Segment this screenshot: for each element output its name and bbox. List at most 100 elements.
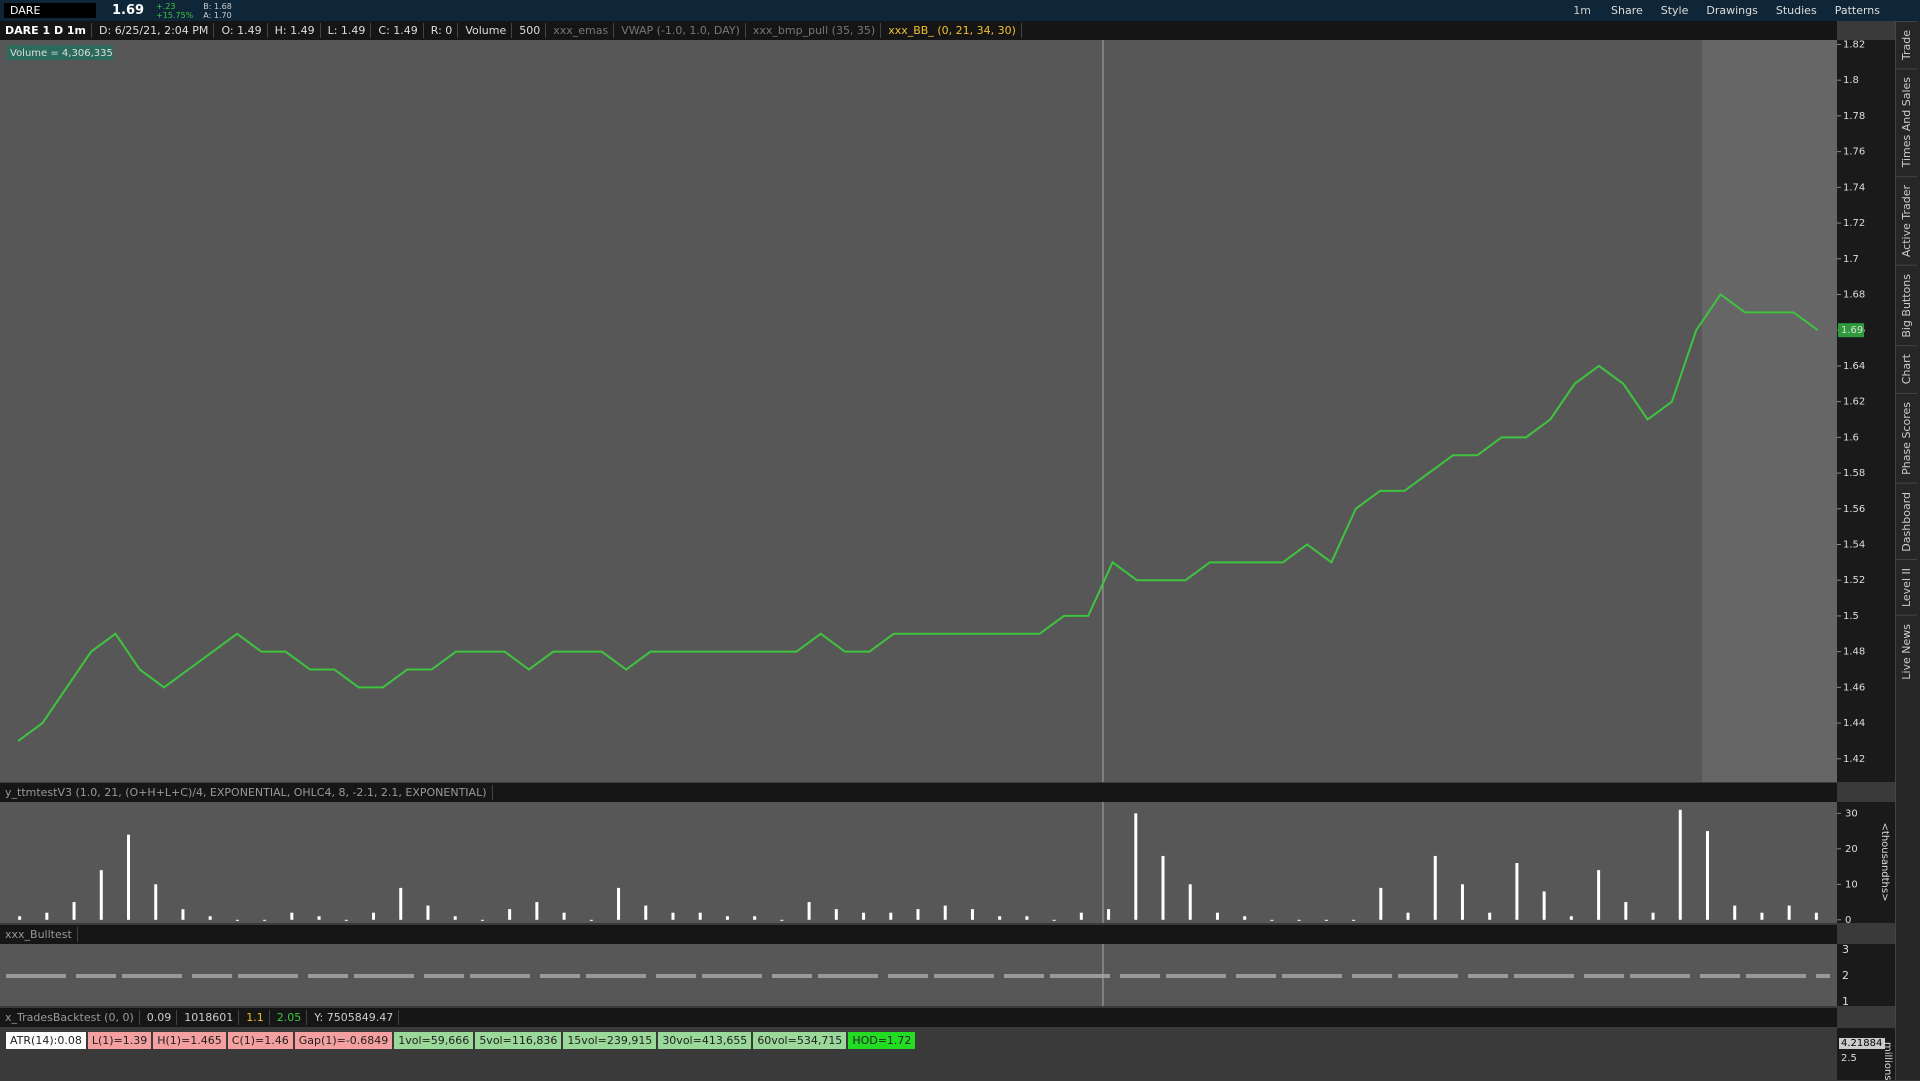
stat-label: ATR(14):0.08 xyxy=(6,1032,86,1049)
histogram-bar xyxy=(1297,919,1301,921)
toolbar-button[interactable]: Studies xyxy=(1775,4,1817,17)
y-tick-label: 1.46 xyxy=(1843,682,1865,693)
backtest-field: 0.09 xyxy=(142,1010,178,1025)
stat-label: C(1)=1.46 xyxy=(227,1032,293,1049)
stat-label: Gap(1)=-0.6849 xyxy=(294,1032,393,1049)
histogram-bar xyxy=(45,912,49,920)
ttm-header: y_ttmtestV3 (1.0, 21, (O+H+L+C)/4, EXPON… xyxy=(0,783,1837,802)
side-tab[interactable]: Dashboard xyxy=(1896,482,1917,560)
y-tick-label: 1.8 xyxy=(1843,75,1859,86)
y-tick-label: 1.44 xyxy=(1843,718,1865,729)
symbol-box[interactable]: DARE xyxy=(4,3,96,18)
histogram-bar xyxy=(1542,891,1546,920)
last-price: 1.69 xyxy=(112,3,145,18)
histogram-bar xyxy=(127,834,131,920)
side-tab[interactable]: Times And Sales xyxy=(1896,68,1917,176)
side-tab[interactable]: Big Buttons xyxy=(1896,264,1917,346)
plot-bg xyxy=(0,40,1837,782)
bulltest-header: xxx_Bulltest xyxy=(0,925,1837,944)
toolbar-button[interactable]: Style xyxy=(1660,4,1689,17)
bulltest-title: xxx_Bulltest xyxy=(0,927,78,942)
histogram-bar xyxy=(208,916,212,920)
side-tab[interactable]: Live News xyxy=(1896,615,1917,688)
header-field: L: 1.49 xyxy=(323,23,372,38)
histogram-bar xyxy=(508,909,512,920)
backtest-field: 1018601 xyxy=(179,1010,240,1025)
histogram-bar xyxy=(1733,905,1737,920)
histogram-bar xyxy=(1243,916,1247,920)
y-tick-label: 1.52 xyxy=(1843,575,1865,586)
side-tab[interactable]: Active Trader xyxy=(1896,175,1917,265)
histogram-bar xyxy=(1569,916,1573,920)
axis-bg xyxy=(1837,944,1895,1006)
histogram-bar xyxy=(589,919,593,921)
side-tab[interactable]: Chart xyxy=(1896,345,1917,393)
y-tick-label: 1.76 xyxy=(1843,147,1865,158)
histogram-bar xyxy=(617,887,621,920)
histogram-bar xyxy=(970,909,974,920)
last-price-bg xyxy=(1838,323,1864,338)
ttm-chart: <thousandths> 0 10 20 30 xyxy=(0,802,1895,923)
histogram-bar xyxy=(671,912,675,920)
toolbar-button[interactable]: Patterns xyxy=(1834,4,1880,17)
histogram-bar xyxy=(1515,863,1519,920)
histogram-bar xyxy=(1705,831,1709,920)
header-field: D: 6/25/21, 2:04 PM xyxy=(94,23,215,38)
histogram-bar xyxy=(1460,884,1464,920)
histogram-bar xyxy=(453,916,457,920)
toolbar-button[interactable]: Drawings xyxy=(1706,4,1758,17)
ttm-axis-label: <thousandths> xyxy=(1879,823,1890,902)
header-field: xxx_bmp_pull (35, 35) xyxy=(748,23,882,38)
stats-row: ATR(14):0.08 L(1)=1.39 H(1)=1.465 C(1)=1.46… xyxy=(6,1032,916,1049)
backtest-title: x_TradesBacktest (0, 0) xyxy=(0,1010,140,1025)
period[interactable]: 1m xyxy=(1573,4,1591,17)
y-tick-label: 1.54 xyxy=(1843,539,1865,550)
histogram-bar xyxy=(1107,909,1111,920)
y-tick-label: 30 xyxy=(1845,808,1858,819)
histogram-bar xyxy=(1052,919,1056,921)
stat-label: 5vol=116,836 xyxy=(475,1032,562,1049)
last-price-label: 1.69 xyxy=(1841,325,1863,336)
stat-label: L(1)=1.39 xyxy=(87,1032,152,1049)
stat-label: 30vol=413,655 xyxy=(658,1032,752,1049)
chart-header: DARE 1 D 1m D: 6/25/21, 2:04 PM O: 1.49 H:… xyxy=(0,21,1837,40)
histogram-bar xyxy=(263,919,267,921)
histogram-bar xyxy=(725,916,729,920)
side-tab[interactable]: Trade xyxy=(1896,21,1917,69)
backtest-row: x_TradesBacktest (0, 0) 0.09 1018601 1.1 2.0… xyxy=(0,1008,1837,1027)
side-tabs: Trade Times And Sales Active Trader Big But… xyxy=(1895,21,1920,1080)
axis-bg xyxy=(1837,802,1895,923)
bid: B: 1.68 xyxy=(203,1,232,11)
side-tab[interactable]: Phase Scores xyxy=(1896,392,1917,483)
toolbar: DARE 1.69 +.23 +15.75% B: 1.68 A: 1.70 1m … xyxy=(0,0,1920,21)
backtest-field: Y: 7505849.47 xyxy=(309,1010,400,1025)
histogram-bar xyxy=(1406,912,1410,920)
histogram-bar xyxy=(1624,902,1628,920)
histogram-bar xyxy=(698,912,702,920)
side-tab[interactable]: Level II xyxy=(1896,559,1917,616)
volume-axis-value: 4.21884 xyxy=(1839,1038,1885,1049)
histogram-bar xyxy=(235,919,239,921)
price-axis xyxy=(1837,40,1895,782)
change-abs: +.23 xyxy=(156,1,176,11)
volume-axis-label: millions xyxy=(1882,1042,1893,1081)
ask: A: 1.70 xyxy=(203,10,232,20)
histogram-bar xyxy=(998,916,1002,920)
stat-label: HOD=1.72 xyxy=(848,1032,916,1049)
histogram-bar xyxy=(1488,912,1492,920)
histogram-bar xyxy=(916,909,920,920)
histogram-bar xyxy=(154,884,158,920)
histogram-bar xyxy=(480,919,484,921)
bulltest-tick: 1 xyxy=(1842,995,1849,1006)
histogram-bar xyxy=(1025,916,1029,920)
histogram-bar xyxy=(1814,912,1818,920)
stat-label: H(1)=1.465 xyxy=(153,1032,226,1049)
change-pct: +15.75% xyxy=(156,10,194,20)
volume-axis-tick: 2.5 xyxy=(1841,1053,1857,1064)
toolbar-button[interactable]: Share xyxy=(1611,4,1643,17)
histogram-bar xyxy=(1379,887,1383,920)
chart-id: DARE 1 D 1m xyxy=(0,23,93,38)
y-tick-label: 1.62 xyxy=(1843,397,1865,408)
header-field: xxx_emas xyxy=(548,23,615,38)
